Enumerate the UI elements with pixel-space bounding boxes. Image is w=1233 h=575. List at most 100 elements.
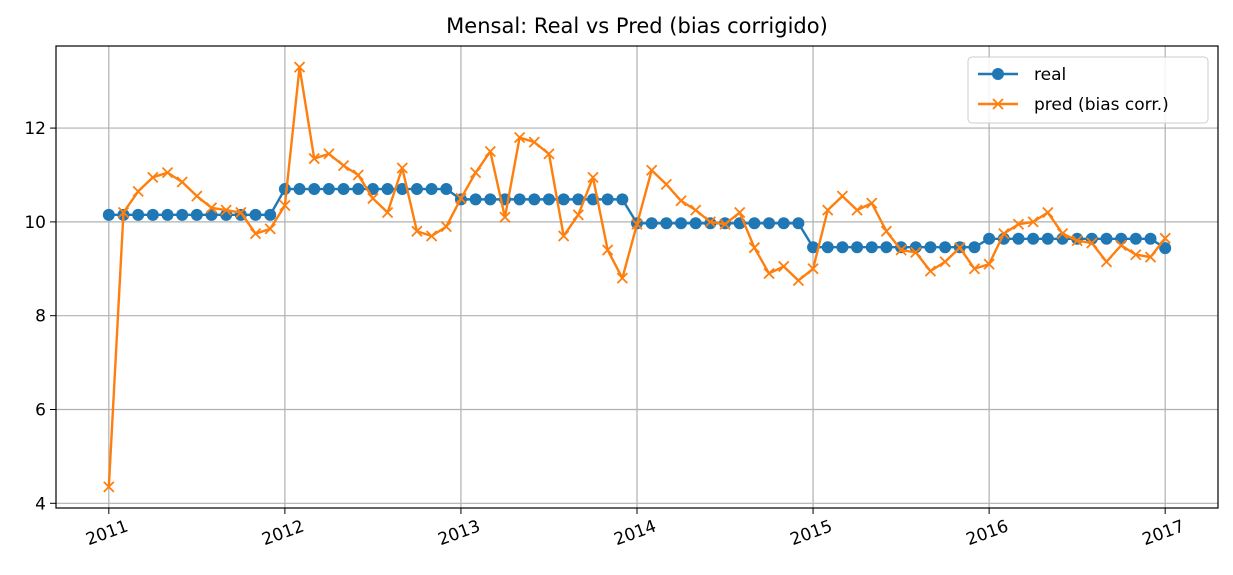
- data-point: [631, 218, 643, 230]
- data-point: [543, 148, 555, 160]
- data-point: [1144, 232, 1157, 245]
- data-point: [558, 230, 570, 242]
- data-point: [836, 190, 849, 202]
- data-point: [264, 223, 276, 235]
- data-point: [1086, 237, 1098, 249]
- data-point: [1159, 242, 1172, 255]
- data-point: [572, 209, 584, 221]
- data-point: [675, 195, 687, 207]
- data-point: [455, 192, 467, 205]
- data-point: [528, 193, 541, 206]
- data-point: [176, 208, 189, 221]
- data-point: [763, 217, 776, 230]
- data-point: [117, 206, 130, 219]
- data-point: [1012, 218, 1025, 230]
- data-point: [322, 183, 335, 196]
- data-point: [205, 202, 218, 214]
- data-point: [132, 185, 144, 198]
- data-point: [132, 208, 145, 221]
- series-pred: [103, 61, 1171, 493]
- data-point: [807, 241, 820, 254]
- data-point: [1159, 232, 1171, 244]
- data-point: [851, 241, 864, 254]
- data-point: [704, 216, 716, 228]
- data-point: [367, 192, 379, 205]
- data-point: [513, 193, 526, 206]
- y-tick-label: 10: [24, 213, 46, 233]
- data-point: [469, 167, 482, 179]
- data-point: [807, 263, 819, 275]
- data-point: [352, 169, 364, 181]
- data-point: [1144, 251, 1157, 263]
- data-point: [939, 241, 952, 254]
- data-point: [249, 227, 262, 240]
- data-point: [1056, 227, 1069, 240]
- data-point: [821, 241, 834, 254]
- data-point: [690, 204, 702, 216]
- data-point: [1100, 256, 1113, 268]
- data-point: [469, 193, 482, 206]
- legend: real pred (bias corr.): [967, 56, 1209, 124]
- data-point: [279, 199, 291, 212]
- data-point: [1071, 235, 1083, 247]
- y-tick-label: 12: [24, 119, 46, 139]
- data-point: [161, 167, 174, 179]
- data-point: [1115, 239, 1127, 251]
- data-point: [792, 217, 805, 230]
- data-point: [499, 211, 511, 223]
- data-point: [792, 274, 805, 287]
- data-point: [983, 258, 995, 270]
- data-point: [190, 208, 203, 221]
- data-point: [102, 208, 115, 221]
- data-point: [1129, 232, 1142, 245]
- data-point: [616, 193, 629, 206]
- data-point: [910, 246, 922, 259]
- data-point: [440, 183, 453, 196]
- data-point: [220, 204, 232, 216]
- data-point: [513, 131, 526, 144]
- data-point: [381, 206, 394, 219]
- data-point: [895, 244, 907, 256]
- data-point: [660, 178, 672, 191]
- data-point: [396, 162, 408, 174]
- data-point: [748, 217, 761, 230]
- data-point: [293, 61, 306, 73]
- data-point: [278, 183, 291, 196]
- data-point: [411, 225, 423, 237]
- data-point: [998, 227, 1010, 240]
- data-point: [484, 145, 496, 158]
- data-point: [205, 208, 218, 221]
- data-point: [1115, 232, 1128, 245]
- data-point: [1041, 232, 1054, 245]
- data-point: [410, 183, 423, 196]
- data-point: [763, 267, 775, 280]
- data-point: [748, 242, 761, 254]
- data-point: [440, 220, 452, 233]
- y-tick-label: 8: [35, 307, 46, 327]
- series-real: [102, 183, 1172, 255]
- data-point: [924, 241, 937, 254]
- data-point: [689, 217, 702, 230]
- data-point: [939, 256, 951, 268]
- data-point: [337, 159, 350, 172]
- data-point: [1027, 216, 1039, 228]
- data-point: [146, 208, 159, 221]
- data-point: [968, 263, 981, 275]
- data-point: [1027, 232, 1040, 245]
- data-point: [734, 206, 746, 219]
- y-tick-label: 4: [35, 494, 46, 514]
- data-point: [103, 481, 115, 493]
- legend-label: real: [1034, 65, 1066, 85]
- data-point: [675, 217, 688, 230]
- data-point: [161, 208, 174, 221]
- data-point: [616, 272, 628, 284]
- data-point: [1042, 206, 1054, 219]
- data-point: [646, 164, 658, 176]
- data-point: [176, 176, 188, 188]
- data-point: [983, 232, 996, 245]
- data-point: [836, 241, 849, 254]
- data-point: [645, 217, 658, 230]
- data-point: [264, 208, 277, 221]
- data-point: [924, 265, 937, 277]
